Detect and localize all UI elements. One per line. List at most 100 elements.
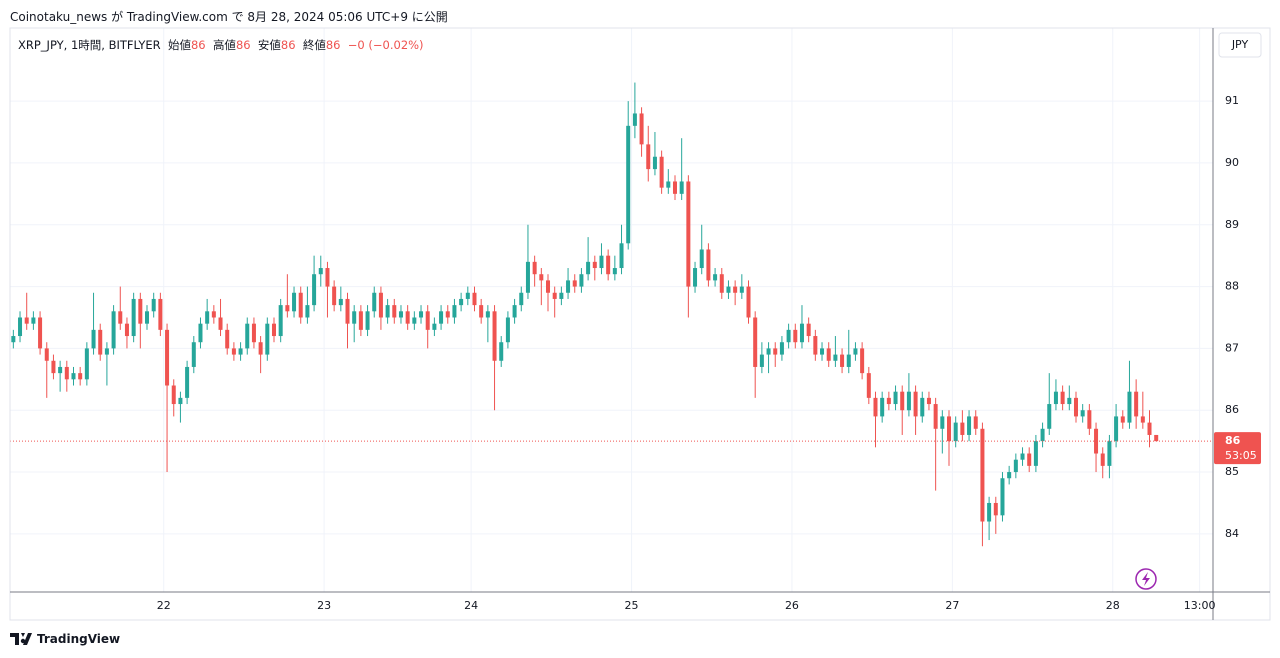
candle-body [539,274,544,281]
y-tick-label: 86 [1225,403,1239,416]
candle-body [713,274,718,281]
candle-body [846,354,851,367]
candle-body [947,416,952,442]
candle-body [459,298,464,306]
candle-body [525,261,530,293]
candle-body [64,366,69,380]
candle-body [779,342,784,355]
candle-body [1020,453,1025,460]
plot [10,28,1213,592]
logo-mark [10,633,32,645]
candle-body [1000,478,1005,516]
x-tick-label: 27 [945,599,959,612]
candle-body [338,298,343,306]
candle-body [773,348,778,355]
candle-body [18,317,23,337]
candle-body [245,323,250,349]
candle-body [425,311,430,330]
candle-body [178,397,183,405]
candle-body [505,317,510,343]
candle-body [632,113,637,126]
candle-body [880,397,885,417]
chart-frame [9,27,1271,621]
symbol: XRP_JPY, 1時間, BITFLYER [18,38,161,52]
candle-body [806,323,811,337]
candle-body [372,292,377,312]
candle-body [953,422,958,442]
candle-body [432,323,437,330]
candle-body [706,249,711,281]
candle-body [171,385,176,405]
candle-body [365,311,370,330]
candle-body [693,268,698,287]
countdown: 53:05 [1225,449,1257,462]
y-tick-label: 87 [1225,341,1239,354]
candle-body [218,317,223,330]
candle-body [345,298,350,324]
y-tick-label: 88 [1225,280,1239,293]
candle-body [198,323,203,343]
candle-body [185,366,190,398]
candle-body [739,286,744,293]
candle-body [412,317,417,324]
candle-body [572,280,577,287]
candle-body [1007,472,1012,479]
candle-body [820,348,825,355]
flash-icon[interactable] [1135,568,1157,590]
candle-body [559,292,564,299]
ohlc-label: 安値 [257,38,281,52]
candle-body [1127,391,1132,423]
candle-body [305,305,310,318]
footer-text: TradingView [37,632,121,646]
candle-body [38,317,43,349]
ohlc-value: 86 [190,38,206,52]
candle-body [51,360,56,374]
candle-body [124,323,129,337]
candle-body [465,292,470,299]
candle-body [626,125,631,244]
candle-body [1013,459,1018,473]
candle-body [205,311,210,324]
candle-body [592,261,597,269]
candle-body [980,428,985,522]
candle-body [586,261,591,275]
currency-button[interactable] [1218,32,1262,58]
candle-body [699,249,704,269]
candle-body [492,311,497,361]
candle-body [472,292,477,306]
candle-body [813,336,818,355]
candle-body [786,329,791,343]
candle-body [719,274,724,293]
candle-body [1087,410,1092,429]
candle-body [860,348,865,374]
ohlc-value: 86 [280,38,296,52]
candle-body [840,354,845,367]
candle-body [251,323,256,343]
candle-body [920,397,925,417]
candle-body [532,261,537,275]
candle-body [793,329,798,343]
candle-body [799,323,804,343]
candle-body [906,391,911,411]
candle-body [332,286,337,306]
ohlc-label: 終値 [302,38,326,52]
x-tick-label: 28 [1106,599,1120,612]
candle-body [753,317,758,367]
ohlc-values: 始値86 高値86 安値86 終値86 [168,38,348,52]
candle-body [639,113,644,145]
candle-body [238,348,243,355]
candle-body [893,391,898,405]
candle-body [111,311,116,349]
candle-body [445,311,450,318]
candle-body [499,342,504,361]
candle-body [993,502,998,516]
x-tick-label: 22 [157,599,171,612]
y-tick-label: 84 [1225,527,1239,540]
candle-body [98,329,103,355]
candle-body [1033,441,1038,466]
candle-body [84,348,89,380]
candle-body [973,416,978,429]
candle-body [619,243,624,269]
candle-body [352,311,357,324]
candle-body [165,329,170,386]
